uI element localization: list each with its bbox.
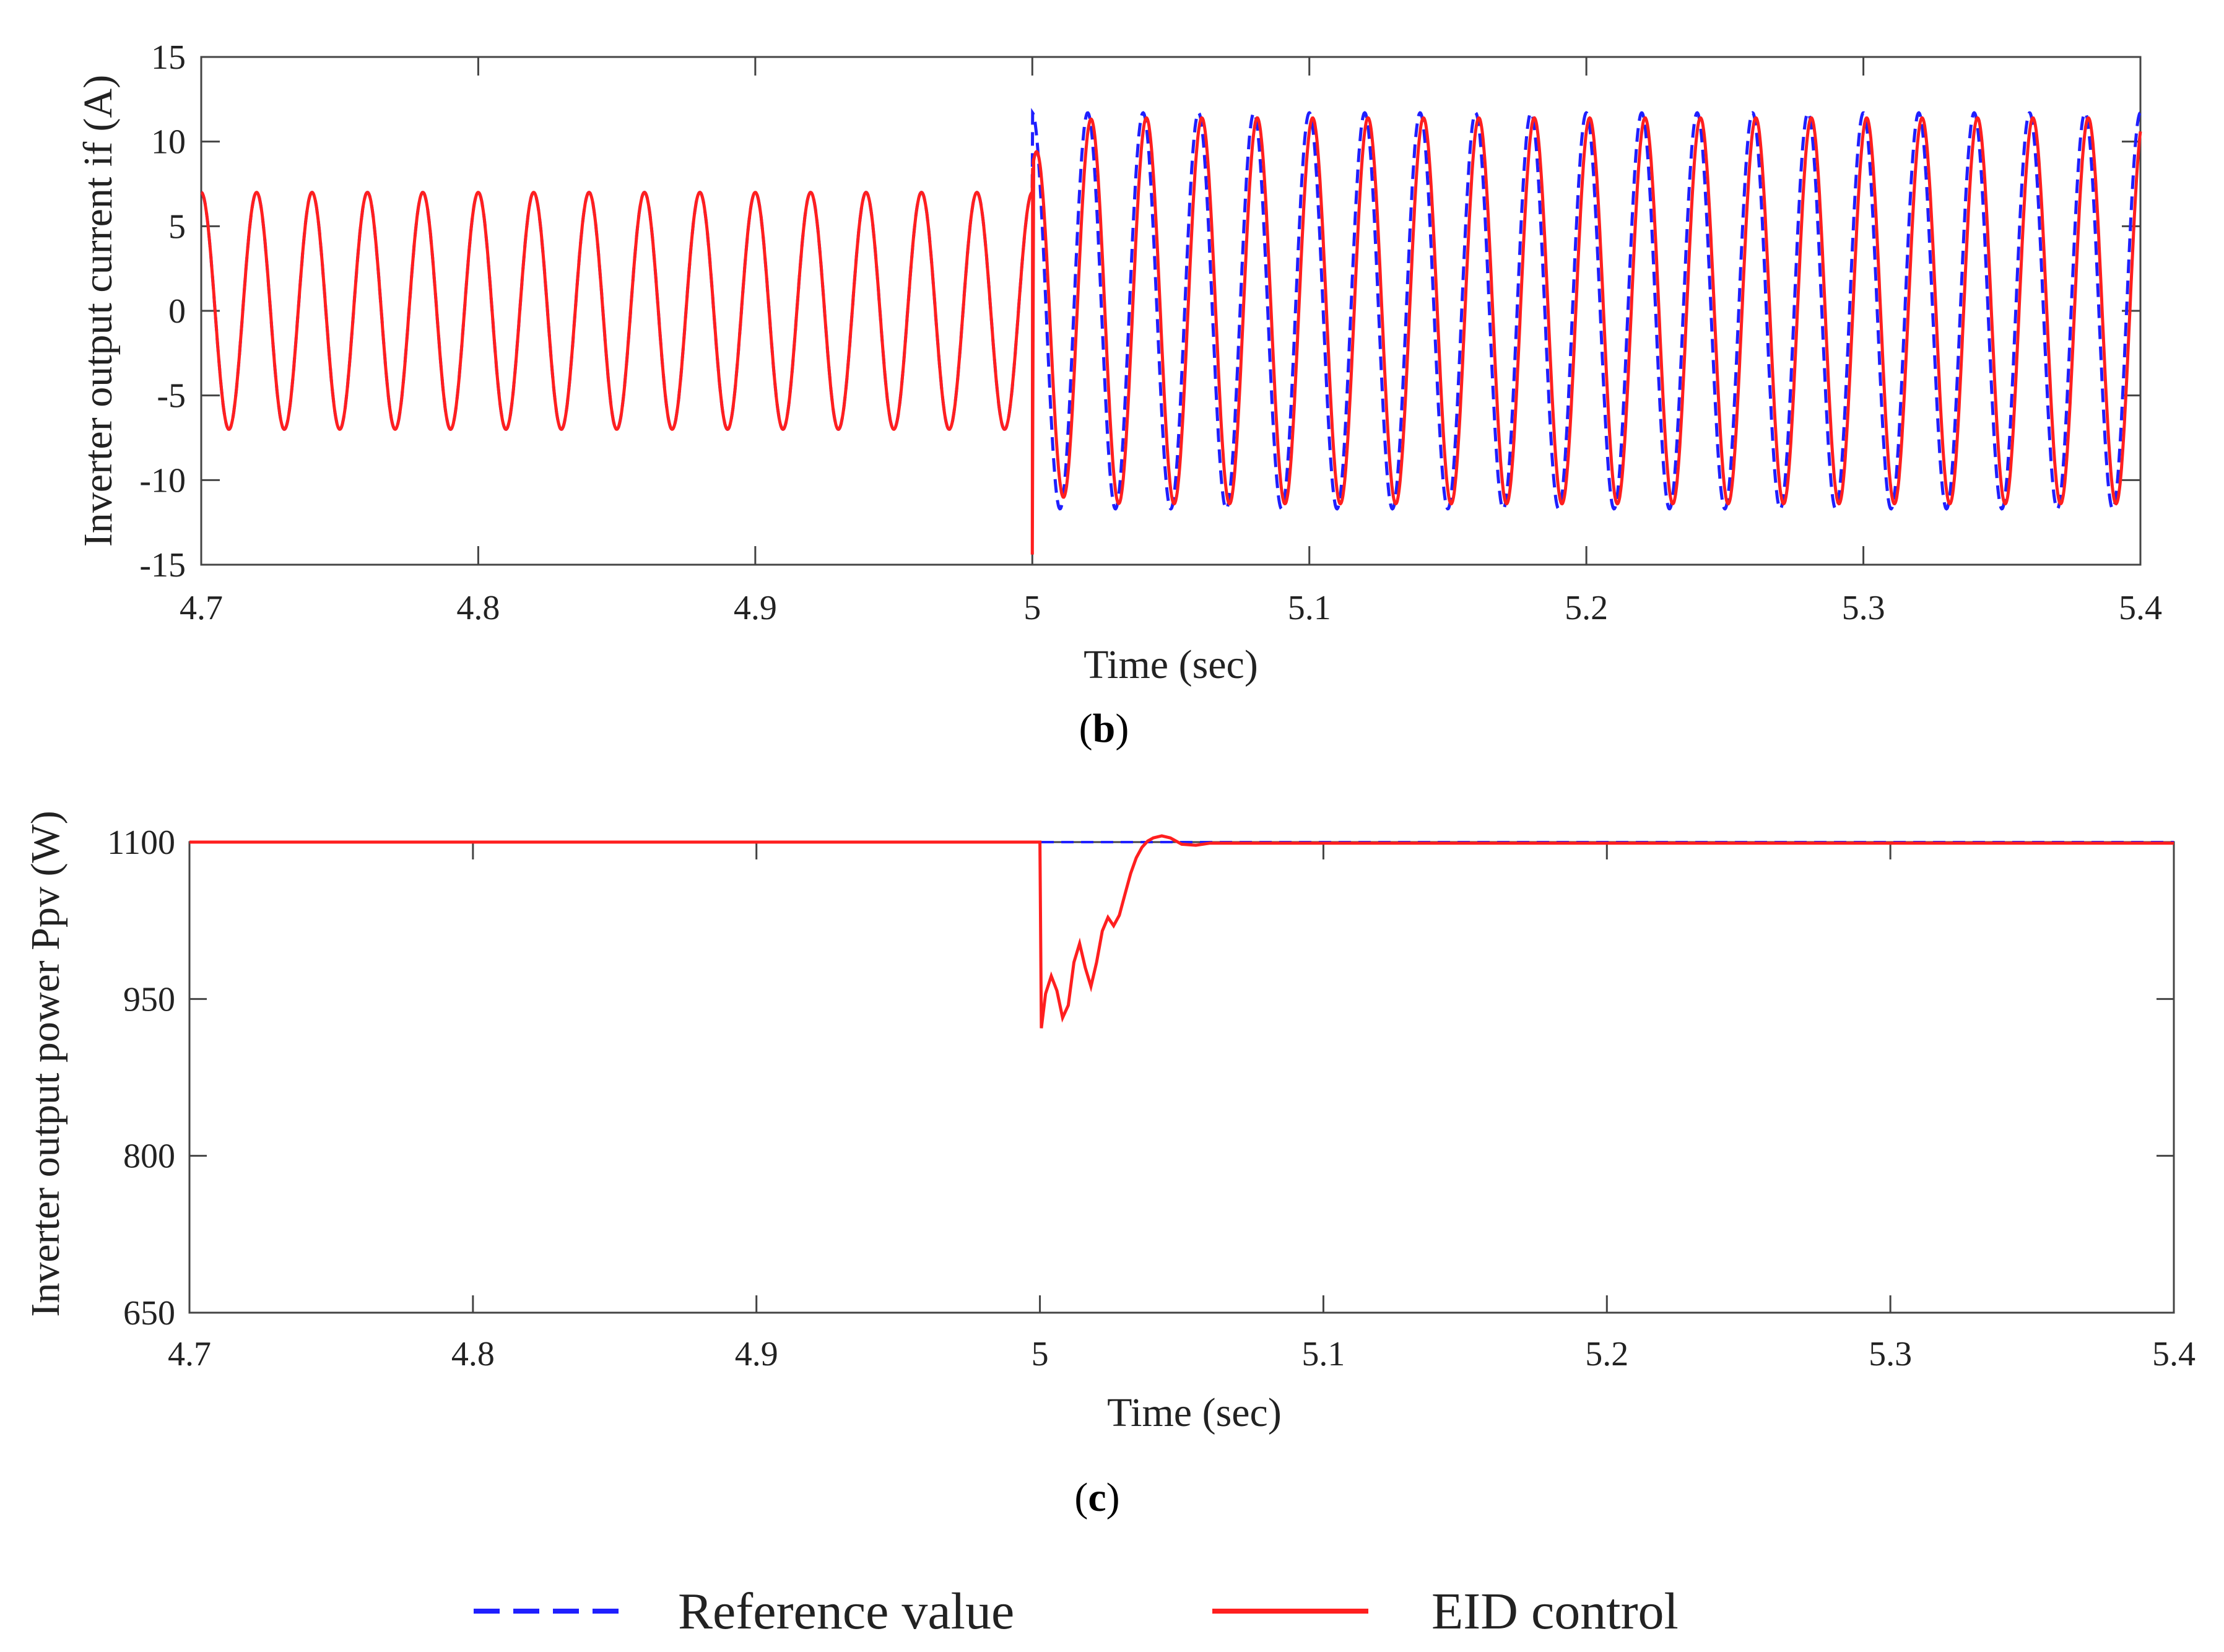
y-tick-label: 5 xyxy=(168,207,186,246)
y-tick-label: 0 xyxy=(168,292,186,331)
y-ticks-current: 15 10 5 0 -5 -10 -15 xyxy=(139,38,2140,585)
y-tick-label: -15 xyxy=(139,546,186,585)
legend: Reference value EID control xyxy=(474,1583,1679,1640)
x-tick-label: 5.1 xyxy=(1301,1335,1345,1373)
legend-label-eid: EID control xyxy=(1431,1583,1679,1640)
chart-power: 1100 950 800 650 4.7 4.8 4.9 5 5.1 5.2 5.3 5.4 Inv… xyxy=(23,811,2196,1520)
y-tick-label: 15 xyxy=(151,38,186,77)
x-tick-label: 5.4 xyxy=(2152,1335,2196,1373)
panel-label-b: (b) xyxy=(1079,706,1129,751)
x-tick-label: 5.2 xyxy=(1565,589,1608,627)
y-tick-label: -10 xyxy=(139,461,186,500)
y-ticks-power: 1100 950 800 650 xyxy=(107,824,2174,1332)
x-ticks-current: 4.7 4.8 4.9 5 5.1 5.2 5.3 5.4 xyxy=(180,57,2162,627)
y-tick-label: 650 xyxy=(123,1294,175,1332)
x-tick-label: 5.4 xyxy=(2119,589,2162,627)
x-tick-label: 4.7 xyxy=(180,589,223,627)
series-eid-current xyxy=(201,116,2142,555)
x-tick-label: 5.3 xyxy=(1842,589,1885,627)
y-tick-label: -5 xyxy=(157,377,186,415)
y-tick-label: 10 xyxy=(151,123,186,162)
y-axis-title-power: Inverter output power Ppv (W) xyxy=(23,811,68,1316)
y-tick-label: 950 xyxy=(123,980,175,1019)
x-tick-label: 5.2 xyxy=(1585,1335,1628,1373)
x-tick-label: 4.9 xyxy=(735,1335,778,1373)
x-ticks-power: 4.7 4.8 4.9 5 5.1 5.2 5.3 5.4 xyxy=(168,842,2196,1373)
y-axis-title-current: Inverter output current if (A) xyxy=(76,75,121,547)
x-axis-title-power: Time (sec) xyxy=(1107,1390,1282,1435)
x-tick-label: 4.8 xyxy=(456,589,500,627)
x-tick-label: 4.9 xyxy=(734,589,777,627)
y-tick-label: 800 xyxy=(123,1137,175,1176)
x-tick-label: 5.3 xyxy=(1869,1335,1912,1373)
y-tick-label: 1100 xyxy=(107,824,175,862)
x-axis-title-current: Time (sec) xyxy=(1084,642,1258,687)
x-tick-label: 4.7 xyxy=(168,1335,211,1373)
x-tick-label: 5 xyxy=(1023,589,1041,627)
chart-current: 15 10 5 0 -5 -10 -15 4.7 4.8 4.9 5 5.1 5.2 5.3 5.4 In… xyxy=(76,38,2162,751)
x-tick-label: 5.1 xyxy=(1288,589,1331,627)
panel-label-c: (c) xyxy=(1074,1475,1119,1520)
legend-label-reference: Reference value xyxy=(678,1583,1014,1640)
series-eid-power xyxy=(189,834,2174,1028)
x-tick-label: 4.8 xyxy=(451,1335,495,1373)
series-reference-current xyxy=(201,108,2142,511)
plot-frame-power xyxy=(188,841,2175,1314)
x-tick-label: 5 xyxy=(1032,1335,1049,1373)
